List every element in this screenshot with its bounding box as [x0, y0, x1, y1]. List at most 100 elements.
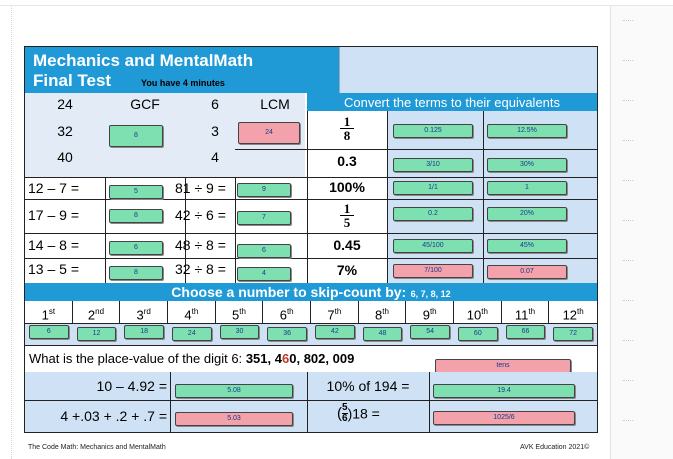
grid-line [235, 177, 236, 283]
percent-answer[interactable]: 19.4 [433, 384, 575, 398]
convert-term: 0.45 [333, 237, 361, 253]
skip-count-answer[interactable]: 24 [172, 327, 212, 341]
skip-count-answer[interactable]: 72 [553, 327, 593, 341]
division-problem: 32 ÷ 8 = [175, 261, 226, 277]
skip-count-answer[interactable]: 48 [362, 327, 403, 341]
division-answer[interactable]: 9 [237, 183, 291, 197]
skip-count-answer[interactable]: 12 [76, 327, 117, 341]
ordinal-header: 12th [562, 307, 584, 323]
decimal-answer[interactable]: 5.08 [175, 384, 293, 398]
convert-term: 100% [329, 179, 365, 195]
division-answer[interactable]: 6 [237, 244, 291, 258]
lcm-number: 6 [211, 96, 219, 112]
division-problem: 42 ÷ 6 = [175, 207, 226, 223]
convert-answer-a[interactable]: 3/10 [393, 158, 473, 172]
ordinal-header: 5th [216, 301, 264, 323]
worksheet-subtitle: Final Test [33, 71, 112, 90]
convert-answer-b[interactable]: 1 [487, 181, 567, 195]
subtraction-answer[interactable]: 8 [109, 209, 163, 223]
ordinal-header: 2nd [73, 301, 121, 323]
convert-term: 7% [336, 262, 358, 278]
ordinal-header: 8th [359, 301, 407, 323]
worksheet: Mechanics and MentalMath Final Test You … [24, 46, 598, 433]
gcf-number: 24 [57, 96, 73, 112]
title-side-panel [339, 47, 597, 93]
subtraction-answer[interactable]: 6 [109, 241, 163, 255]
numerator: 1 [343, 114, 351, 129]
skip-count-answer[interactable]: 18 [124, 325, 164, 339]
skip-count-answer[interactable]: 42 [315, 325, 355, 339]
skip-answer-row: 6 12 18 24 30 36 42 48 54 60 66 72 [25, 323, 597, 345]
grid-line [25, 345, 597, 346]
ordinal-header: 6th [263, 301, 311, 323]
gcf-answer[interactable]: 8 [109, 125, 163, 147]
skip-count-label: Choose a number to skip-count by: [171, 284, 407, 300]
convert-answer-a[interactable]: 1/1 [393, 181, 473, 195]
convert-answer-a[interactable]: 0.2 [393, 207, 473, 221]
division-answer[interactable]: 4 [237, 267, 291, 281]
division-answer[interactable]: 7 [237, 211, 291, 225]
panel-divider [623, 300, 633, 301]
fraction-problem-rest: )18 = [347, 405, 380, 422]
convert-answer-a[interactable]: 45/100 [393, 239, 473, 253]
skip-count-answer[interactable]: 54 [410, 325, 450, 339]
division-problem: 81 ÷ 9 = [175, 180, 226, 196]
convert-answer-b[interactable]: 12.5% [487, 124, 567, 138]
panel-divider [623, 100, 633, 101]
panel-divider [623, 420, 633, 421]
grid-line [25, 323, 597, 324]
panel-divider [623, 380, 633, 381]
place-value-answer[interactable]: tens [435, 359, 571, 373]
grid-line [387, 111, 388, 283]
sum-problem: 4 +.03 + .2 + .7 = [60, 408, 167, 424]
convert-answer-b[interactable]: 0.07 [487, 265, 567, 279]
lcm-number: 3 [211, 123, 219, 139]
ordinal-header: 7th [311, 301, 359, 323]
grid-line [25, 258, 597, 259]
fraction-multiply-answer[interactable]: 1025/6 [433, 411, 575, 425]
footer-source: The Code Math: Mechanics and MentalMath [28, 444, 166, 451]
grid-line [25, 400, 597, 401]
convert-answer-a[interactable]: 0.125 [393, 124, 473, 138]
place-value-number: 460, [274, 351, 301, 366]
skip-count-answer[interactable]: 6 [29, 325, 69, 339]
grid-line [307, 111, 308, 283]
worksheet-title: Mechanics and MentalMath [33, 51, 254, 70]
skip-count-answer[interactable]: 66 [505, 325, 546, 339]
lcm-answer[interactable]: 24 [238, 122, 300, 144]
skip-count-answer[interactable]: 36 [267, 327, 307, 341]
subtraction-problem: 13 – 5 = [28, 261, 79, 277]
subtraction-answer[interactable]: 8 [109, 266, 163, 280]
fraction-term: 1 5 [307, 202, 387, 229]
gcf-number: 40 [57, 149, 73, 165]
fraction-term: 1 8 [307, 115, 387, 142]
grid-line [483, 111, 484, 283]
numerator: 1 [343, 201, 351, 216]
grid-line [307, 149, 597, 150]
title-banner [25, 47, 339, 93]
gcf-label: GCF [130, 96, 160, 112]
convert-answer-b[interactable]: 20% [487, 207, 567, 221]
grid-line [25, 233, 597, 234]
grid-line [185, 177, 186, 283]
place-value-number: 802, [303, 351, 329, 366]
lcm-underline [235, 149, 307, 150]
convert-answer-b[interactable]: 30% [487, 158, 567, 172]
ordinal-header: 11th [502, 301, 550, 323]
skip-count-answer[interactable]: 60 [458, 327, 498, 341]
ordinal-header: 1st [25, 301, 73, 323]
skip-count-answer[interactable]: 30 [219, 325, 260, 339]
top-strip [0, 0, 673, 6]
subtraction-answer[interactable]: 5 [109, 185, 163, 199]
panel-divider [623, 220, 633, 221]
sum-answer[interactable]: 5.03 [175, 412, 293, 426]
ordinal-row: 1st 2nd 3rd 4th 5th 6th 7th 8th 9th 10th 11th 12th [25, 301, 597, 323]
grid-line [429, 372, 430, 432]
panel-divider [623, 60, 633, 61]
lcm-number: 4 [211, 149, 219, 165]
convert-answer-a[interactable]: 7/100 [393, 264, 473, 278]
denominator: 6 [342, 413, 348, 424]
subtraction-problem: 14 – 8 = [28, 237, 79, 253]
convert-answer-b[interactable]: 45% [487, 239, 567, 253]
